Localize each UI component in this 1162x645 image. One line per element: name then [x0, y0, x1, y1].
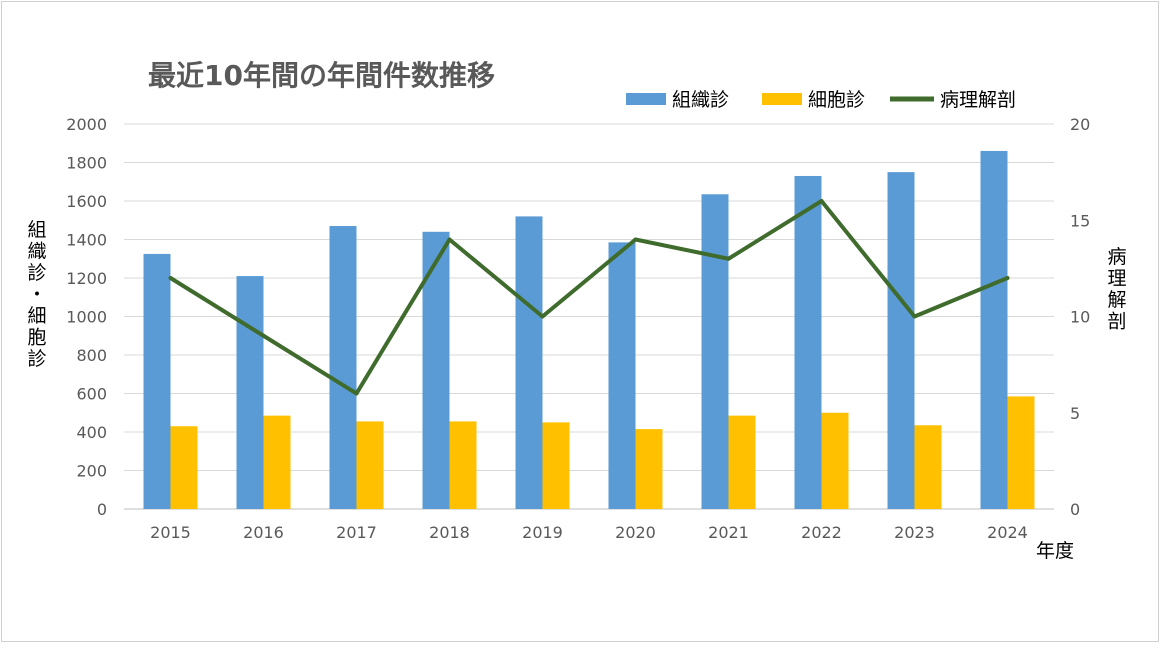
y-tick-label: 1600 [66, 192, 107, 211]
bar-2 [635, 429, 663, 509]
y2-tick-label: 0 [1070, 500, 1080, 519]
line-point [819, 199, 824, 203]
bar-2 [170, 426, 198, 509]
bar-2 [728, 415, 756, 509]
bars [143, 150, 1035, 510]
y-tick-label: 1400 [66, 231, 107, 250]
legend-label-line: 病理解剖 [940, 89, 1016, 111]
x-tick-label: 2021 [708, 523, 749, 542]
bar-1 [515, 216, 543, 509]
axis-title-char: 細 [27, 305, 46, 327]
bar-2 [914, 425, 942, 509]
bar-2 [263, 415, 291, 509]
y-axis-title-right: 病理解剖 [1107, 246, 1126, 333]
x-tick-label: 2020 [615, 523, 656, 542]
bar-1 [143, 253, 171, 509]
line-point [354, 391, 359, 396]
y-tick-label: 400 [76, 423, 107, 442]
y-tick-label: 600 [76, 385, 107, 404]
y-tick-label: 1800 [66, 154, 107, 173]
bar-1 [608, 242, 636, 509]
line-point [633, 237, 638, 242]
bar-2 [356, 421, 384, 509]
bar-1 [980, 150, 1008, 509]
line-point [726, 256, 731, 261]
x-tick-label: 2018 [429, 523, 470, 542]
x-tick-label: 2022 [801, 523, 842, 542]
line-point [540, 314, 545, 319]
y2-tick-label: 10 [1070, 308, 1090, 327]
axis-title-char: 病 [1107, 246, 1126, 268]
legend-label-bar2: 細胞診 [808, 89, 865, 111]
tick-labels: 0 200 400 600 800 1000 1200 1400 1600 1800 2000 0 5 1… [66, 115, 1090, 542]
y-tick-label: 800 [76, 346, 107, 365]
axis-title-char: 織 [27, 241, 46, 263]
bar-1 [887, 172, 915, 509]
line-point [261, 333, 266, 338]
bar-1 [794, 175, 822, 509]
y-tick-label: 1000 [66, 308, 107, 327]
y-tick-label: 2000 [66, 115, 107, 134]
bar-1 [701, 194, 729, 509]
bar-1 [329, 226, 357, 509]
y-axis-title-left: 組織診・細胞診 [27, 219, 46, 370]
line-point [1005, 276, 1010, 280]
x-tick-label: 2017 [336, 523, 377, 542]
y2-tick-label: 5 [1070, 404, 1080, 423]
axis-title-char: 診 [27, 262, 46, 284]
line-path [169, 199, 1009, 396]
chart-title: 最近10年間の年間件数推移 [148, 59, 495, 92]
bar-2 [1007, 396, 1035, 509]
bar-2 [449, 421, 477, 509]
y2-tick-label: 20 [1070, 115, 1090, 134]
x-tick-label: 2015 [150, 523, 191, 542]
legend-label-bar1: 組織診 [672, 89, 729, 111]
line-series [168, 199, 1010, 396]
x-axis-title: 年度 [1036, 540, 1074, 562]
x-tick-label: 2019 [522, 523, 563, 542]
axis-title-char: 胞 [27, 327, 46, 349]
y-tick-label: 0 [97, 500, 107, 519]
line-point [447, 237, 452, 242]
legend-swatch-bar2 [762, 93, 802, 105]
line-point [912, 314, 917, 319]
axis-title-char: 組 [27, 219, 46, 241]
bar-1 [236, 276, 264, 509]
axis-title-char: 診 [27, 348, 46, 370]
bar-2 [542, 422, 570, 509]
bar-2 [821, 412, 849, 509]
y-tick-label: 1200 [66, 269, 107, 288]
line-point [168, 276, 173, 280]
axis-title-char: 解 [1107, 289, 1126, 311]
y2-tick-label: 15 [1070, 211, 1090, 230]
legend-swatch-bar1 [626, 93, 666, 105]
x-tick-label: 2016 [243, 523, 284, 542]
x-tick-label: 2024 [987, 523, 1028, 542]
legend: 組織診 細胞診 病理解剖 [626, 89, 1016, 111]
axis-title-char: ・ [27, 284, 46, 306]
y-tick-label: 200 [76, 462, 107, 481]
x-tick-label: 2023 [894, 523, 935, 542]
axis-title-char: 剖 [1107, 311, 1126, 333]
axis-title-char: 理 [1107, 268, 1126, 290]
bar-1 [422, 231, 450, 510]
